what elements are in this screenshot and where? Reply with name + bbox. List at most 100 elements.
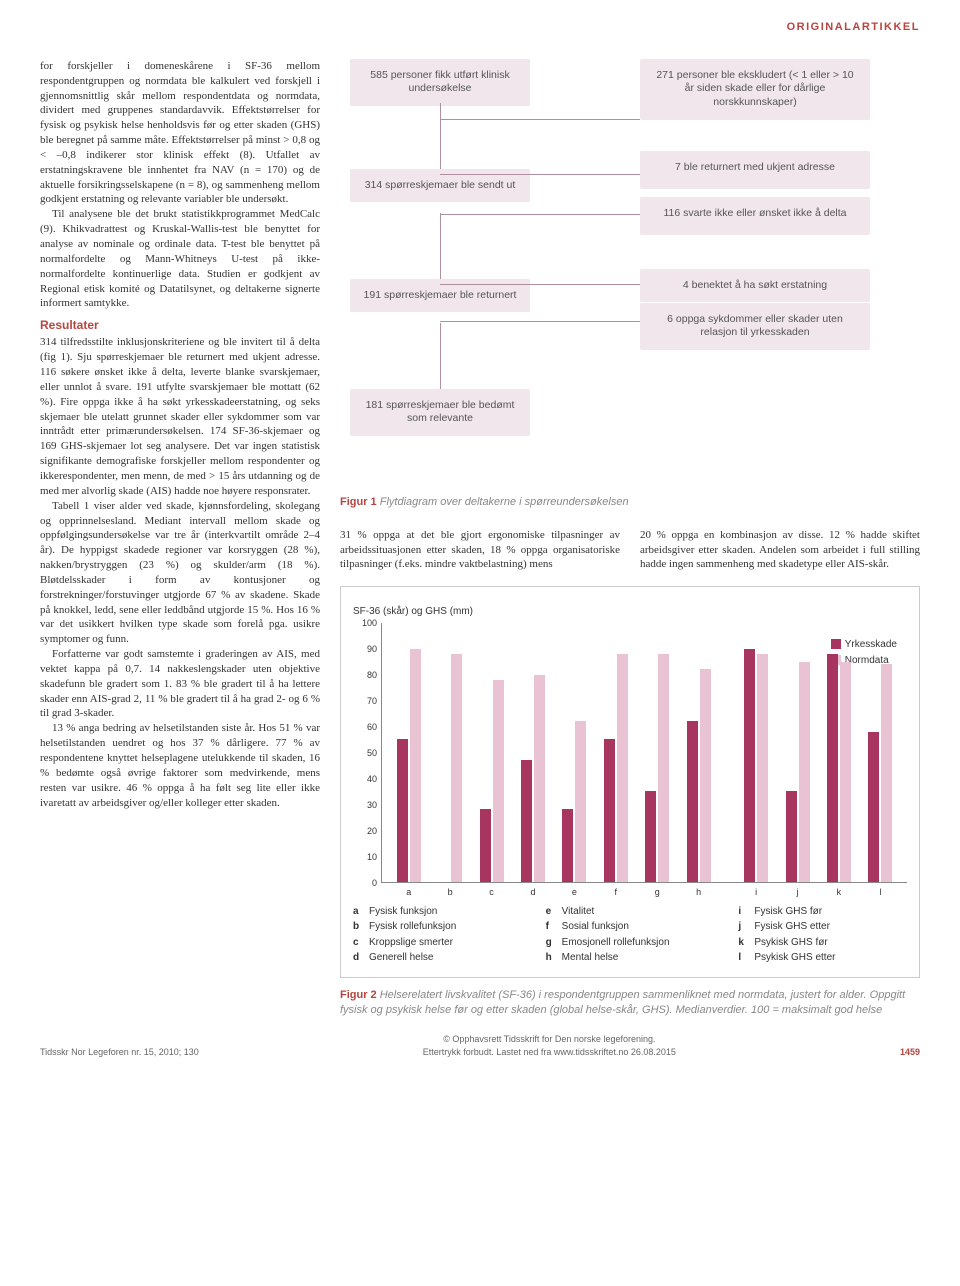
- x-axis-label: j: [797, 886, 799, 898]
- legend-label: Emosjonell rollefunksjon: [562, 936, 670, 950]
- figure-1-caption-text: Flytdiagram over deltakerne i spørreunde…: [380, 496, 629, 508]
- legend-label: Kroppslige smerter: [369, 936, 453, 950]
- bar-normdata: [617, 654, 628, 882]
- legend-label: Fysisk funksjon: [369, 905, 437, 919]
- flowchart-left-box: 181 spørreskjemaer ble bedømt som releva…: [350, 389, 530, 436]
- legend-key: c: [353, 936, 363, 950]
- mid-text-col2: 20 % oppga en kombinasjon av disse. 12 %…: [640, 528, 920, 573]
- x-axis-label: e: [572, 886, 577, 898]
- bar-normdata: [881, 664, 892, 882]
- figures-column: 585 personer fikk utført klinisk undersø…: [340, 59, 920, 1018]
- y-axis-tick: 20: [367, 825, 377, 837]
- legend-key: e: [546, 905, 556, 919]
- bar-normdata: [757, 654, 768, 882]
- flowchart-connector: [440, 103, 441, 169]
- bar-group: h: [678, 623, 719, 882]
- legend-row: fSosial funksjon: [546, 920, 715, 934]
- footer-copyright: © Opphavsrett Tidsskrift for Den norske …: [199, 1033, 900, 1045]
- figure-1-label: Figur 1: [340, 496, 377, 508]
- body-para: for forskjeller i domeneskårene i SF-36 …: [40, 59, 320, 207]
- figure-1-caption: Figur 1 Flytdiagram over deltakerne i sp…: [340, 495, 920, 510]
- legend-label: Fysisk GHS etter: [754, 920, 830, 934]
- y-axis-tick: 0: [372, 877, 377, 889]
- bar-group: g: [637, 623, 678, 882]
- legend-row: c Kroppslige smerter: [353, 936, 522, 950]
- bar-normdata: [700, 669, 711, 881]
- legend-key: d: [353, 951, 363, 965]
- bar-normdata: [840, 662, 851, 882]
- figure-1-flowchart: 585 personer fikk utført klinisk undersø…: [340, 59, 920, 489]
- flowchart-connector: [440, 284, 640, 285]
- flowchart-right-box: 7 ble returnert med ukjent adresse: [640, 151, 870, 189]
- flowchart-right-box: 116 svarte ikke eller ønsket ikke å delt…: [640, 197, 870, 235]
- body-para: 314 tilfredsstilte inklusjonskriteriene …: [40, 335, 320, 498]
- mid-text-col1: 31 % oppga at det ble gjort ergonomiske …: [340, 528, 620, 573]
- y-axis-tick: 90: [367, 643, 377, 655]
- bar-group: a: [388, 623, 429, 882]
- bar-normdata: [493, 680, 504, 882]
- page-footer: Tidsskr Nor Legeforen nr. 15, 2010; 130 …: [40, 1033, 920, 1057]
- chart-y-axis: 0102030405060708090100: [353, 623, 381, 883]
- y-axis-tick: 40: [367, 773, 377, 785]
- y-axis-tick: 50: [367, 747, 377, 759]
- legend-label: Generell helse: [369, 951, 433, 965]
- x-axis-label: l: [879, 886, 881, 898]
- chart-plot: Yrkesskade Normdata abcdefghijkl: [381, 623, 907, 883]
- y-axis-tick: 70: [367, 695, 377, 707]
- flowchart-right-box: 271 personer ble ekskludert (< 1 eller >…: [640, 59, 870, 120]
- bar-normdata: [410, 649, 421, 882]
- bar-normdata: [575, 721, 586, 882]
- legend-column: a Fysisk funksjonbFysisk rollefunksjon c Kr…: [353, 905, 522, 967]
- figure-2-caption-text: Helserelatert livskvalitet (SF-36) i res…: [340, 989, 905, 1016]
- body-para: Til analysene ble det brukt statistikkpr…: [40, 207, 320, 311]
- figure-2-label: Figur 2: [340, 989, 377, 1001]
- bar-yrkesskade: [562, 809, 573, 882]
- legend-key: k: [738, 936, 748, 950]
- flowchart-connector: [440, 213, 441, 279]
- x-axis-label: f: [615, 886, 618, 898]
- x-axis-label: b: [448, 886, 453, 898]
- body-text-column: for forskjeller i domeneskårene i SF-36 …: [40, 59, 320, 1018]
- y-axis-tick: 60: [367, 721, 377, 733]
- bar-normdata: [658, 654, 669, 882]
- body-para: 13 % anga bedring av helsetilstanden sis…: [40, 721, 320, 810]
- bar-yrkesskade: [744, 649, 755, 882]
- bar-yrkesskade: [645, 791, 656, 882]
- legend-key: a: [353, 905, 363, 919]
- page-number: 1459: [900, 1046, 920, 1058]
- legend-key: l: [738, 951, 748, 965]
- results-heading: Resultater: [40, 317, 320, 333]
- article-type-label: ORIGINALARTIKKEL: [40, 20, 920, 35]
- legend-label: Vitalitet: [562, 905, 595, 919]
- x-axis-label: k: [837, 886, 842, 898]
- footer-left: Tidsskr Nor Legeforen nr. 15, 2010; 130: [40, 1046, 199, 1058]
- body-para: Tabell 1 viser alder ved skade, kjønnsfo…: [40, 499, 320, 647]
- legend-key: i: [738, 905, 748, 919]
- bar-yrkesskade: [868, 732, 879, 882]
- y-axis-tick: 100: [362, 617, 377, 629]
- legend-row: hMental helse: [546, 951, 715, 965]
- legend-label: Psykisk GHS før: [754, 936, 827, 950]
- legend-row: jFysisk GHS etter: [738, 920, 907, 934]
- bar-yrkesskade: [604, 739, 615, 881]
- body-para: Forfatterne var godt samstemte i graderi…: [40, 647, 320, 721]
- legend-row: bFysisk rollefunksjon: [353, 920, 522, 934]
- legend-row: a Fysisk funksjon: [353, 905, 522, 919]
- bar-group: l: [860, 623, 901, 882]
- legend-row: k Psykisk GHS før: [738, 936, 907, 950]
- bar-group: e: [554, 623, 595, 882]
- footer-center: © Opphavsrett Tidsskrift for Den norske …: [199, 1033, 900, 1057]
- flowchart-left-box: 585 personer fikk utført klinisk undersø…: [350, 59, 530, 106]
- legend-row: lPsykisk GHS etter: [738, 951, 907, 965]
- figure-2-caption: Figur 2 Helserelatert livskvalitet (SF-3…: [340, 988, 920, 1018]
- bar-yrkesskade: [480, 809, 491, 882]
- flowchart-connector: [440, 119, 640, 120]
- flowchart-connector: [440, 321, 640, 322]
- legend-key: h: [546, 951, 556, 965]
- legend-column: iFysisk GHS førjFysisk GHS etterkPsykisk…: [738, 905, 907, 967]
- bar-group: b: [429, 623, 470, 882]
- bar-normdata: [534, 675, 545, 882]
- flowchart-right-box: 6 oppga sykdommer eller skader uten rela…: [640, 303, 870, 350]
- bar-yrkesskade: [827, 654, 838, 882]
- chart-y-title: SF-36 (skår) og GHS (mm): [353, 605, 907, 619]
